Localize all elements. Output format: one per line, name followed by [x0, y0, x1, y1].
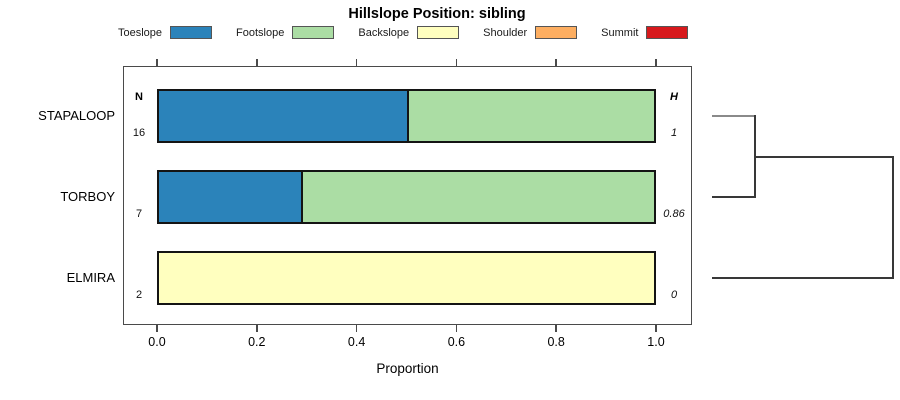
- axis-tick-label: 1.0: [647, 335, 665, 349]
- legend-swatch: [170, 26, 213, 39]
- h-value: 1: [670, 127, 678, 139]
- legend-label: Summit: [601, 26, 639, 39]
- legend-item-backslope: Backslope: [358, 26, 460, 39]
- h-value: 0.86: [663, 208, 685, 220]
- axis-tick-bottom: [355, 325, 358, 332]
- legend-label: Toeslope: [118, 26, 163, 39]
- axis-tick-label: 0.4: [347, 335, 366, 349]
- axis-tick-top: [555, 59, 557, 66]
- legend-item-summit: Summit: [601, 26, 689, 39]
- legend-swatch: [292, 26, 335, 39]
- dendrogram-line: [712, 115, 756, 117]
- h-value: 0: [670, 289, 678, 301]
- dendrogram-line: [712, 196, 756, 198]
- axis-tick-top: [455, 59, 458, 66]
- n-value: 7: [135, 208, 143, 220]
- legend-item-toeslope: Toeslope: [118, 26, 213, 39]
- legend: Toeslope Footslope Backslope Shoulder Summit: [118, 26, 689, 39]
- legend-label: Shoulder: [483, 26, 528, 39]
- axis-tick-label: 0.2: [248, 335, 266, 349]
- stacked-bar-stapaloop: [157, 89, 656, 143]
- legend-item-shoulder: Shoulder: [483, 26, 578, 39]
- legend-label: Footslope: [236, 26, 285, 39]
- axis-tick-bottom: [156, 325, 158, 332]
- legend-swatch: [646, 26, 689, 39]
- axis-tick-top: [655, 59, 657, 66]
- axis-tick-label: 0.6: [447, 335, 466, 349]
- dendrogram-line: [712, 277, 893, 279]
- legend-item-footslope: Footslope: [236, 26, 335, 39]
- axis-tick-top: [156, 59, 158, 66]
- axis-tick-label: 0.8: [547, 335, 565, 349]
- axis-tick-bottom: [555, 325, 557, 332]
- axis-tick-label: 0.0: [148, 335, 166, 349]
- chart-title: Hillslope Position: sibling: [348, 6, 526, 22]
- legend-label: Backslope: [358, 26, 410, 39]
- axis-tick-bottom: [655, 325, 657, 332]
- h-column-header: H: [670, 91, 678, 103]
- stacked-bar-elmira: [157, 251, 656, 305]
- legend-swatch: [535, 26, 578, 39]
- x-axis-label: Proportion: [376, 361, 439, 376]
- n-column-header: N: [135, 91, 143, 103]
- legend-swatch: [417, 26, 460, 39]
- row-label-torboy: TORBOY: [60, 189, 115, 204]
- bar-segment-toeslope: [159, 172, 301, 222]
- bar-segment-backslope: [159, 253, 654, 303]
- dendrogram-line: [892, 155, 894, 279]
- axis-tick-bottom: [455, 325, 458, 332]
- row-label-stapaloop: STAPALOOP: [38, 108, 115, 123]
- bar-segment-toeslope: [159, 91, 407, 141]
- n-value: 2: [135, 289, 143, 301]
- axis-tick-top: [256, 59, 258, 66]
- stacked-bar-torboy: [157, 170, 656, 224]
- axis-tick-bottom: [256, 325, 258, 332]
- bar-segment-footslope: [300, 172, 654, 222]
- bar-segment-footslope: [406, 91, 654, 141]
- n-value: 16: [132, 127, 146, 139]
- axis-tick-top: [355, 59, 358, 66]
- row-label-elmira: ELMIRA: [66, 270, 115, 285]
- dendrogram-line: [755, 155, 893, 158]
